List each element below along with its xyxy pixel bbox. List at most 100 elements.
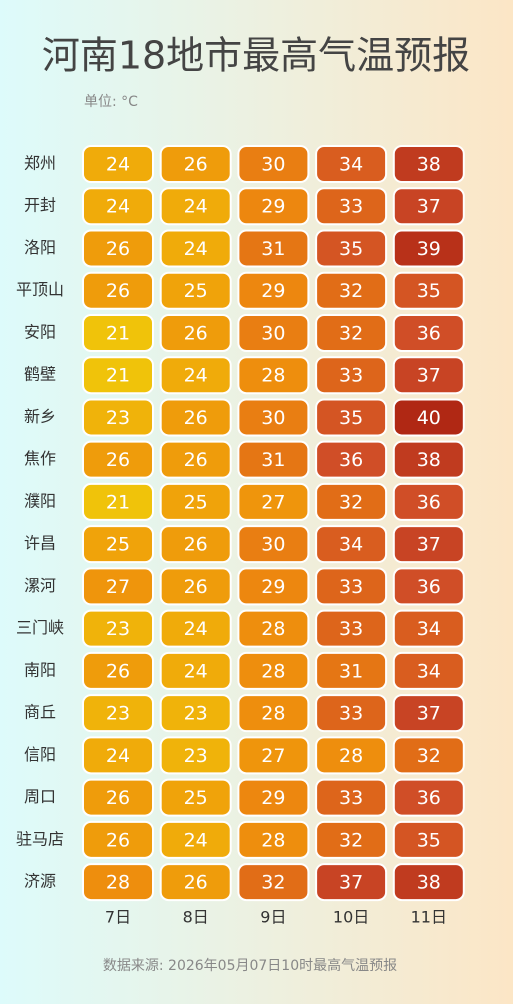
heat-cell — [392, 187, 465, 226]
cell-value: 23 — [184, 745, 208, 767]
heat-cell — [159, 525, 232, 564]
row-label: 开封 — [24, 196, 56, 215]
row-label: 驻马店 — [16, 829, 64, 848]
cell-value: 26 — [184, 576, 208, 598]
cell-value: 27 — [261, 491, 285, 513]
heat-cell — [237, 145, 310, 183]
cell-value: 28 — [261, 618, 285, 640]
row-label: 焦作 — [24, 449, 56, 468]
cell-value: 37 — [417, 534, 441, 556]
cell-value: 25 — [184, 491, 208, 513]
cell-value: 31 — [261, 238, 285, 260]
row-label: 信阳 — [24, 745, 56, 764]
heat-cell — [392, 567, 465, 606]
cell-value: 31 — [339, 660, 363, 682]
heat-cell — [82, 356, 154, 395]
heat-cell — [237, 609, 310, 648]
heat-cell — [237, 863, 310, 902]
heat-cell — [392, 271, 465, 310]
x-tick-label: 7日 — [105, 908, 131, 927]
heat-cell — [315, 271, 388, 310]
heat-cell — [392, 651, 465, 690]
cell-value: 28 — [261, 660, 285, 682]
cell-value: 24 — [184, 365, 208, 387]
source-note: 数据来源: 2026年05月07日10时最高气温预报 — [103, 957, 397, 974]
heat-cell — [159, 398, 232, 437]
cell-value: 26 — [106, 787, 130, 809]
row-label: 安阳 — [24, 322, 56, 341]
row-label: 漯河 — [24, 576, 56, 595]
heat-cell — [159, 736, 232, 775]
cell-value: 33 — [339, 787, 363, 809]
cell-value: 26 — [184, 407, 208, 429]
cell-value: 28 — [106, 872, 130, 894]
cell-value: 28 — [261, 703, 285, 725]
cell-value: 38 — [417, 872, 441, 894]
heat-cell — [315, 567, 388, 606]
heat-cell — [159, 778, 232, 817]
chart-title: 河南18地市最高气温预报 — [42, 34, 470, 78]
cell-value: 35 — [417, 280, 441, 302]
heat-cell — [82, 145, 154, 183]
heat-cell — [237, 567, 310, 606]
cell-value: 40 — [417, 407, 441, 429]
heat-cell — [315, 863, 388, 902]
cell-value: 30 — [261, 534, 285, 556]
cell-value: 37 — [417, 196, 441, 218]
cell-value: 34 — [339, 154, 363, 176]
heat-cell — [392, 482, 465, 521]
heat-cell — [159, 651, 232, 690]
cell-value: 29 — [261, 576, 285, 598]
heat-cell — [82, 271, 154, 310]
cell-value: 30 — [261, 154, 285, 176]
cell-value: 24 — [106, 196, 130, 218]
x-tick-label: 11日 — [411, 908, 447, 927]
cell-value: 29 — [261, 787, 285, 809]
heat-cell — [315, 440, 388, 479]
heat-cell — [159, 609, 232, 648]
cell-value: 26 — [106, 280, 130, 302]
x-tick-label: 9日 — [260, 908, 286, 927]
heat-cell — [159, 440, 232, 479]
cell-value: 26 — [184, 449, 208, 471]
cell-value: 27 — [261, 745, 285, 767]
unit-label: 单位: °C — [84, 94, 138, 110]
cell-value: 37 — [417, 703, 441, 725]
heat-cell — [159, 863, 232, 902]
heat-cell — [237, 820, 310, 859]
heat-cell — [237, 694, 310, 733]
heat-cell — [392, 356, 465, 395]
cell-value: 36 — [417, 491, 441, 513]
cell-value: 38 — [417, 449, 441, 471]
heat-cell — [82, 398, 154, 437]
cell-value: 35 — [417, 829, 441, 851]
cell-value: 25 — [184, 280, 208, 302]
heat-cell — [392, 609, 465, 648]
heat-cell — [237, 313, 310, 352]
cell-value: 24 — [184, 196, 208, 218]
heat-cell — [237, 398, 310, 437]
cell-value: 33 — [339, 618, 363, 640]
cell-value: 39 — [417, 238, 441, 260]
cell-value: 29 — [261, 280, 285, 302]
heat-cell — [159, 145, 232, 183]
heat-cell — [392, 398, 465, 437]
cell-value: 29 — [261, 196, 285, 218]
cell-value: 26 — [106, 660, 130, 682]
heat-cell — [315, 145, 388, 183]
cell-value: 24 — [184, 660, 208, 682]
row-label: 新乡 — [24, 407, 56, 426]
cell-value: 28 — [261, 365, 285, 387]
cell-value: 30 — [261, 407, 285, 429]
cell-value: 24 — [184, 618, 208, 640]
heat-cell — [392, 440, 465, 479]
heat-cell — [315, 694, 388, 733]
heat-cell — [392, 820, 465, 859]
heat-cell — [237, 525, 310, 564]
heat-cell — [315, 651, 388, 690]
cell-value: 32 — [261, 872, 285, 894]
cell-value: 25 — [106, 534, 130, 556]
cell-value: 26 — [106, 238, 130, 260]
heat-cell — [392, 229, 465, 268]
heat-cell — [315, 482, 388, 521]
